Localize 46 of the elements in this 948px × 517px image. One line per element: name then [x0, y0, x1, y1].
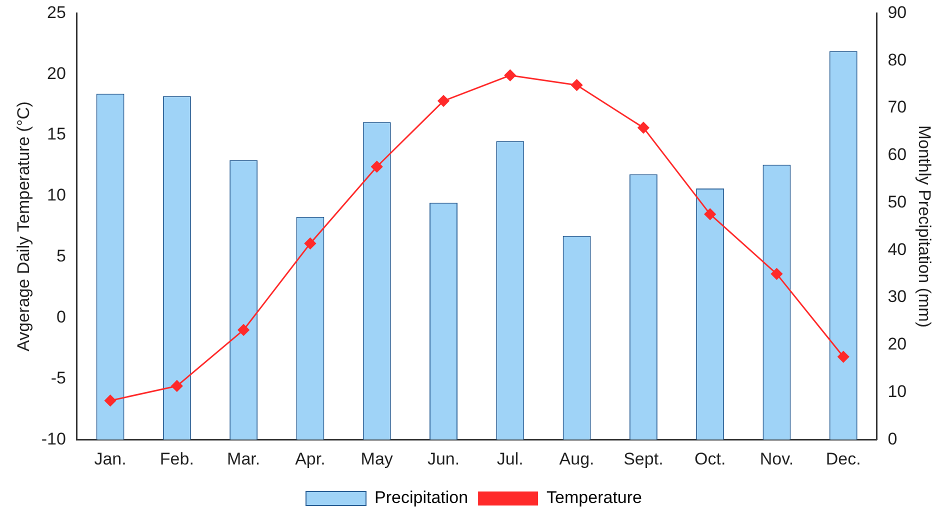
y-tick-label: 10 [47, 186, 66, 205]
legend-label: Temperature [546, 488, 642, 508]
point [371, 160, 383, 172]
x-tick-label: Oct. [694, 449, 726, 468]
point [704, 208, 716, 220]
y-tick-label: 20 [47, 64, 66, 83]
y2-tick-label: 10 [888, 382, 907, 401]
y-tick-label: 15 [47, 124, 66, 144]
x-tick-label: Jan. [94, 449, 126, 468]
point [770, 268, 782, 280]
y-tick-label: 25 [47, 2, 66, 22]
point [638, 122, 650, 134]
y2-tick-label: 20 [888, 334, 907, 354]
y-tick-label: -5 [50, 368, 66, 388]
x-tick-label: May [360, 449, 394, 468]
x-tick-label: Aug. [559, 449, 594, 468]
y2-tick-label: 30 [888, 287, 907, 306]
point [438, 95, 450, 107]
y-axis-title: Avgerage Daily Temperature (°C) [14, 101, 33, 352]
point [171, 380, 183, 392]
point [238, 324, 250, 336]
y2-tick-label: 60 [888, 145, 907, 164]
point [304, 238, 316, 250]
legend-label: Precipitation [374, 488, 468, 508]
y2-tick-label: 0 [888, 429, 898, 448]
x-tick-label: Apr. [295, 449, 326, 468]
y2-tick-label: 80 [888, 50, 907, 70]
y-tick-label: 0 [56, 307, 66, 326]
x-tick-label: Jul. [496, 449, 524, 468]
y2-tick-label: 70 [888, 98, 907, 117]
y-tick-label: -10 [41, 429, 66, 448]
point [571, 79, 583, 91]
x-tick-label: Jun. [427, 449, 460, 468]
x-tick-label: Feb. [160, 449, 194, 468]
x-tick-label: Mar. [227, 449, 260, 468]
y2-tick-label: 40 [888, 240, 907, 259]
y2-tick-label: 50 [888, 192, 907, 212]
point [838, 351, 850, 363]
x-tick-label: Nov. [760, 449, 794, 468]
x-tick-label: Dec. [826, 449, 861, 468]
y2-axis-title: Monthly Precipitation (mm) [915, 125, 934, 328]
y2-tick-label: 90 [888, 2, 907, 22]
x-tick-label: Sept. [624, 449, 664, 468]
point [504, 70, 516, 82]
point [104, 394, 116, 406]
y-tick-label: 5 [56, 246, 66, 266]
